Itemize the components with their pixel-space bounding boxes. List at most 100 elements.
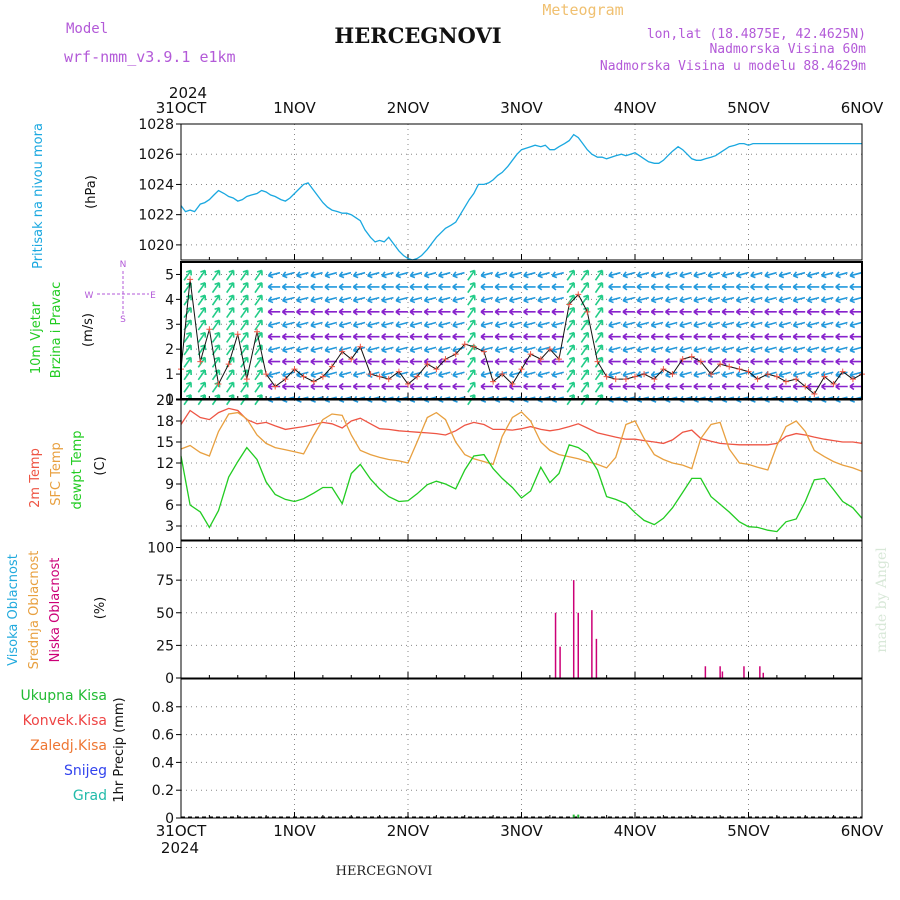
wind-speed-marker [282, 376, 289, 383]
wind-arrow [395, 296, 408, 304]
wind-arrow [395, 271, 408, 279]
wind-arrow [409, 321, 423, 329]
wind-arrow-shape [622, 346, 635, 354]
wind-arrow-shape [423, 333, 437, 341]
wind-arrow [580, 294, 590, 306]
wind-arrow [267, 346, 281, 354]
wind-arrow [608, 346, 621, 354]
wind-arrow [480, 382, 493, 391]
wind-arrow [494, 308, 508, 316]
wind-arrow-shape [480, 333, 493, 341]
wind-arrow [310, 283, 323, 291]
wind-speed-marker [811, 391, 818, 398]
wind-arrow [296, 382, 309, 391]
wind-arrow [608, 296, 621, 304]
wind-arrow [849, 382, 862, 391]
wind-arrow-shape [849, 357, 862, 366]
wind-arrow [636, 321, 650, 329]
wind-speed-marker [679, 356, 686, 363]
wind-arrow-shape [735, 382, 749, 391]
wind-arrow [707, 283, 720, 291]
wind-arrow [338, 271, 352, 279]
wind-arrow [849, 308, 862, 316]
wind-arrow [438, 357, 451, 366]
temperature-lines [180, 407, 863, 533]
wind-arrow-shape [608, 346, 621, 354]
wind-arrow [324, 382, 337, 391]
wind-arrow-shape [566, 344, 576, 356]
y-tick-label: 15 [156, 435, 174, 451]
wind-arrow-shape [310, 370, 323, 378]
wind-arrow [197, 306, 207, 318]
wind-arrow [721, 370, 735, 378]
wind-speed-marker [849, 376, 856, 383]
cloud-bars [181, 580, 862, 679]
wind-arrow-shape [735, 346, 749, 354]
y-tick-label: 2 [165, 342, 174, 358]
day-labels-bottom: 31OCT 1NOV 2NOV 3NOV 4NOV 5NOV 6NOV [156, 822, 884, 840]
wind-arrow-shape [310, 382, 323, 391]
cloud-ticks: 0 25 50 75 100 [147, 541, 863, 687]
wind-arrow-shape [778, 283, 791, 291]
wind-arrow [636, 271, 650, 279]
wind-arrow-shape [707, 357, 720, 366]
wind-arrow [254, 269, 263, 281]
model-altitude-label: Nadmorska Visina u modelu 88.4629m [600, 59, 866, 74]
wind-arrow [849, 321, 862, 329]
wind-arrow [494, 321, 508, 329]
wind-arrow [849, 370, 862, 378]
wind-arrow [381, 321, 394, 329]
wind-arrow [707, 357, 720, 366]
wind-arrow-shape [750, 357, 763, 366]
day-label-bottom: 6NOV [841, 822, 884, 840]
wind-arrow-shape [310, 321, 323, 329]
wind-arrow-shape [608, 283, 621, 291]
wind-arrow-shape [566, 356, 576, 368]
wind-arrow [835, 357, 848, 366]
wind-arrow-shape [267, 271, 281, 279]
cloud-low-label: Niska Oblacnost [48, 558, 63, 663]
wind-arrow-shape [594, 331, 604, 343]
wind-arrow-shape [296, 333, 309, 341]
wind-arrow [452, 370, 465, 378]
day-label-top: 5NOV [727, 99, 770, 117]
wind-arrow [566, 294, 576, 306]
wind-arrow-shape [594, 356, 604, 368]
wind-arrow-shape [183, 269, 192, 281]
wind-arrow-shape [693, 271, 706, 279]
wind-arrow [226, 269, 235, 281]
model-name: wrf-nmm_v3.9.1 e1km [64, 48, 236, 66]
day-label-top: 2NOV [387, 99, 430, 117]
wind-arrow [381, 308, 394, 316]
wind-arrow-shape [665, 308, 678, 316]
wind-speed-marker [376, 373, 383, 380]
wind-arrow [608, 321, 621, 329]
wind-panel: 10m Vjetar Brzina i Pravac (m/s) N S W E… [29, 260, 865, 408]
wind-arrow-shape [792, 271, 806, 279]
wind-arrow [707, 333, 720, 341]
wind-arrow [821, 296, 834, 304]
wind-arrow-shape [267, 283, 281, 291]
wind-arrow-shape [338, 271, 352, 279]
wind-arrow [792, 271, 806, 279]
wind-arrow-shape [310, 283, 323, 291]
wind-arrow [679, 283, 692, 291]
wind-arrow-shape [764, 333, 777, 341]
y-tick-label: 21 [156, 393, 174, 409]
wind-arrow-shape [240, 319, 249, 331]
wind-arrow [438, 283, 451, 291]
wind-arrow-shape [792, 283, 806, 291]
wind-arrow-shape [508, 271, 522, 279]
wind-arrow-shape [622, 357, 635, 366]
wind-arrow [310, 357, 323, 366]
wind-arrow-shape [566, 319, 576, 331]
wind-arrow-shape [849, 308, 862, 316]
wind-speed-marker [594, 358, 601, 365]
wind-arrow-shape [452, 370, 465, 378]
wind-arrow [395, 382, 408, 391]
wind-arrow [537, 346, 550, 354]
wind-arrow [197, 331, 207, 343]
wind-arrow-shape [395, 308, 408, 316]
wind-arrow [508, 296, 522, 304]
wind-arrow [594, 282, 604, 294]
